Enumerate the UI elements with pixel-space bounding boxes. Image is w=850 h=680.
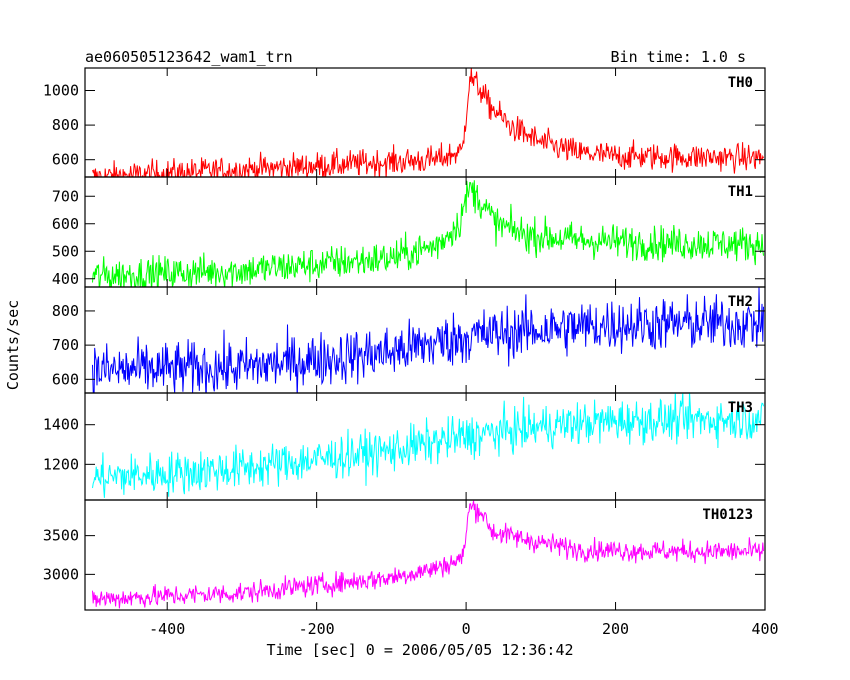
- y-tick-label: 800: [52, 116, 79, 134]
- y-tick-label: 600: [52, 370, 79, 388]
- series-name-label: TH0123: [702, 507, 753, 523]
- panel-frame: [84, 499, 766, 611]
- x-tick-label: -400: [149, 620, 185, 638]
- bin-time-label: Bin time: 1.0 s: [611, 48, 746, 66]
- x-tick-label: 400: [751, 620, 778, 638]
- series-name-label: TH1: [728, 184, 753, 200]
- series-line-th2: [92, 287, 764, 393]
- y-tick-label: 1200: [43, 455, 79, 473]
- y-tick-label: 700: [52, 187, 79, 205]
- y-tick-label: 600: [52, 151, 79, 169]
- x-tick-label: -200: [299, 620, 335, 638]
- x-axis: -400 -200 0 200 400: [149, 620, 778, 638]
- panel-th0: 600 800 1000 TH0: [43, 67, 766, 178]
- series-line-th1: [92, 180, 764, 287]
- series-line-th0123: [92, 500, 764, 609]
- panel-frame: [84, 67, 766, 178]
- panel-th1: 400 500 600 700 TH1: [52, 176, 766, 288]
- y-axis-label: Counts/sec: [4, 300, 22, 390]
- y-tick-label: 500: [52, 242, 79, 260]
- series-name-label: TH0: [728, 75, 753, 91]
- panel-th0123: 3000 3500 TH0123: [43, 499, 766, 611]
- series-line-th3: [92, 393, 764, 498]
- chart-title: ae060505123642_wam1_trn: [85, 48, 293, 66]
- y-tick-label: 1400: [43, 416, 79, 434]
- y-tick-label: 1000: [43, 81, 79, 99]
- x-tick-label: 200: [602, 620, 629, 638]
- series-name-label: TH2: [728, 294, 753, 310]
- y-tick-label: 700: [52, 336, 79, 354]
- y-tick-label: 800: [52, 302, 79, 320]
- y-tick-label: 600: [52, 215, 79, 233]
- series-line-th0: [92, 68, 764, 177]
- x-tick-label: 0: [462, 620, 471, 638]
- panel-th2: 600 700 800 TH2: [52, 286, 766, 394]
- y-tick-label: 400: [52, 270, 79, 288]
- x-axis-label: Time [sec] 0 = 2006/05/05 12:36:42: [266, 641, 573, 659]
- y-tick-label: 3500: [43, 527, 79, 545]
- y-tick-label: 3000: [43, 565, 79, 583]
- panels-group: 600 800 1000 TH0 400 500 600 700 TH1 600 700 800 TH2…: [43, 67, 766, 611]
- panel-th3: 1200 1400 TH3: [43, 392, 766, 501]
- series-name-label: TH3: [728, 400, 753, 416]
